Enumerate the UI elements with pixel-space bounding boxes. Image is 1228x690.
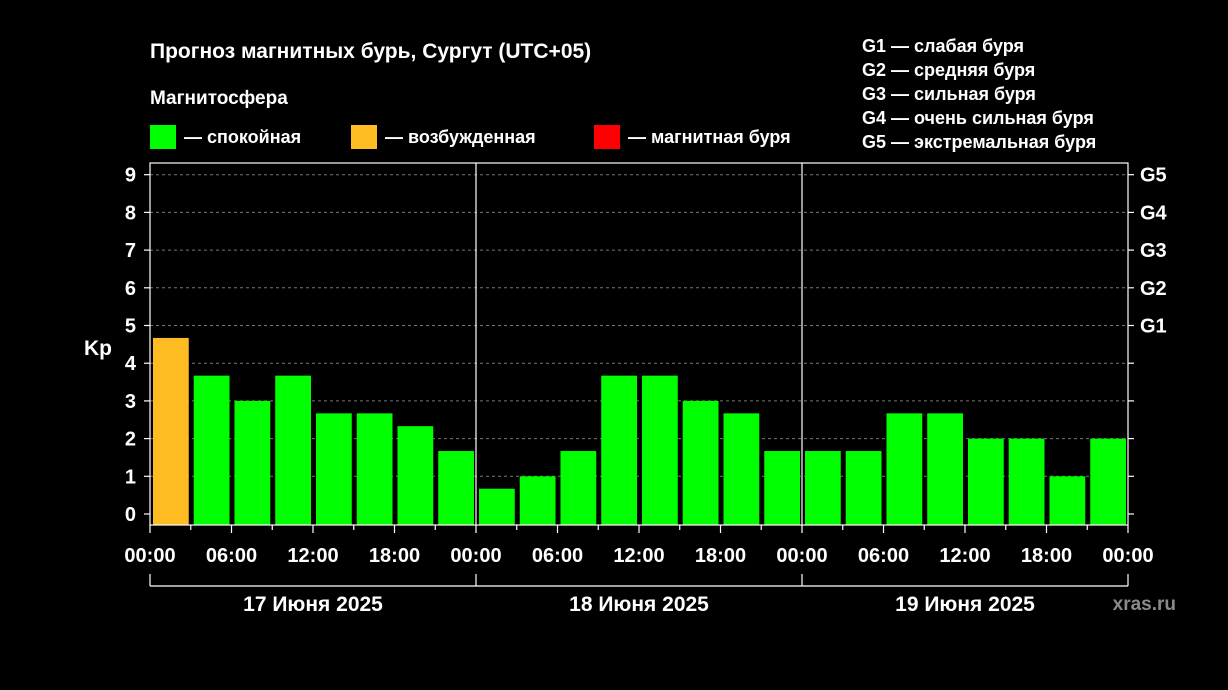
kp-bar — [845, 451, 882, 525]
storm-level-tick-label: G4 — [1140, 202, 1168, 224]
storm-level-tick-label: G2 — [1140, 278, 1167, 300]
kp-bar — [519, 476, 556, 525]
kp-bar — [886, 413, 923, 525]
y-tick-label: 0 — [125, 504, 136, 526]
x-tick-label: 18:00 — [695, 545, 746, 567]
x-tick-label: 12:00 — [287, 545, 338, 567]
y-tick-label: 3 — [125, 391, 136, 413]
legend-swatch-quiet — [150, 125, 176, 149]
legend-item-storm: — магнитная буря — [594, 124, 791, 150]
watermark: xras.ru — [1113, 594, 1176, 615]
kp-bar — [601, 375, 637, 525]
legend-heading: Магнитосфера — [150, 88, 288, 109]
storm-level-legend: G1 — слабая буря G2 — средняя буря G3 — … — [862, 34, 1096, 154]
kp-bar — [805, 451, 841, 525]
day-label: 17 Июня 2025 — [243, 593, 383, 616]
x-tick-label: 06:00 — [858, 545, 909, 567]
kp-bar — [397, 426, 434, 525]
x-tick-label: 00:00 — [776, 545, 827, 567]
kp-bar — [968, 438, 1004, 525]
storm-level-tick-label: G5 — [1140, 165, 1167, 187]
storm-level-tick-label: G1 — [1140, 316, 1167, 338]
y-tick-label: 5 — [125, 316, 136, 338]
kp-bar — [682, 400, 719, 525]
y-axis-label: Kp — [84, 337, 112, 360]
kp-bar — [1090, 438, 1126, 525]
x-tick-label: 06:00 — [206, 545, 257, 567]
x-tick-label: 00:00 — [1102, 545, 1153, 567]
kp-bar — [723, 413, 760, 525]
x-tick-label: 00:00 — [124, 545, 175, 567]
y-tick-label: 8 — [125, 202, 136, 224]
day-label: 19 Июня 2025 — [895, 593, 1035, 616]
storm-level-g4: G4 — очень сильная буря — [862, 108, 1094, 128]
legend-label-storm: — магнитная буря — [628, 126, 791, 147]
kp-bar — [560, 451, 597, 525]
chart-title: Прогноз магнитных бурь, Сургут (UTC+05) — [150, 40, 592, 63]
kp-bar — [764, 451, 800, 525]
legend-item-quiet: — спокойная — [150, 124, 301, 150]
kp-bar — [1008, 438, 1045, 525]
legend-label-active: — возбужденная — [385, 126, 536, 147]
legend-label-quiet: — спокойная — [184, 126, 302, 147]
kp-bar — [356, 413, 393, 525]
x-tick-label: 18:00 — [369, 545, 420, 567]
kp-bar — [927, 413, 963, 525]
y-tick-label: 9 — [125, 165, 136, 187]
y-tick-label: 1 — [125, 466, 136, 488]
storm-level-g5: G5 — экстремальная буря — [862, 132, 1097, 152]
storm-level-g2: G2 — средняя буря — [862, 60, 1036, 80]
kp-bar — [193, 375, 230, 525]
legend-swatch-active — [351, 125, 377, 149]
kp-bar — [234, 400, 271, 525]
y-tick-label: 7 — [125, 240, 136, 262]
storm-level-tick-label: G3 — [1140, 240, 1167, 262]
kp-bar — [1049, 476, 1086, 525]
storm-level-g3: G3 — сильная буря — [862, 84, 1036, 104]
x-tick-label: 18:00 — [1021, 545, 1072, 567]
x-tick-label: 00:00 — [450, 545, 501, 567]
storm-level-g1: G1 — слабая буря — [862, 36, 1025, 56]
legend-swatch-storm — [594, 125, 620, 149]
kp-bar — [316, 413, 352, 525]
kp-bar — [275, 375, 311, 525]
y-tick-label: 4 — [125, 353, 137, 375]
x-tick-label: 12:00 — [613, 545, 664, 567]
day-label: 18 Июня 2025 — [569, 593, 709, 616]
legend-item-active: — возбужденная — [351, 124, 536, 150]
x-tick-label: 06:00 — [532, 545, 583, 567]
kp-bar — [153, 337, 189, 525]
kp-bar — [479, 488, 515, 525]
kp-bar — [642, 375, 678, 525]
y-tick-label: 6 — [125, 278, 136, 300]
kp-bar — [438, 451, 474, 525]
y-tick-label: 2 — [125, 429, 136, 451]
x-tick-label: 12:00 — [939, 545, 990, 567]
